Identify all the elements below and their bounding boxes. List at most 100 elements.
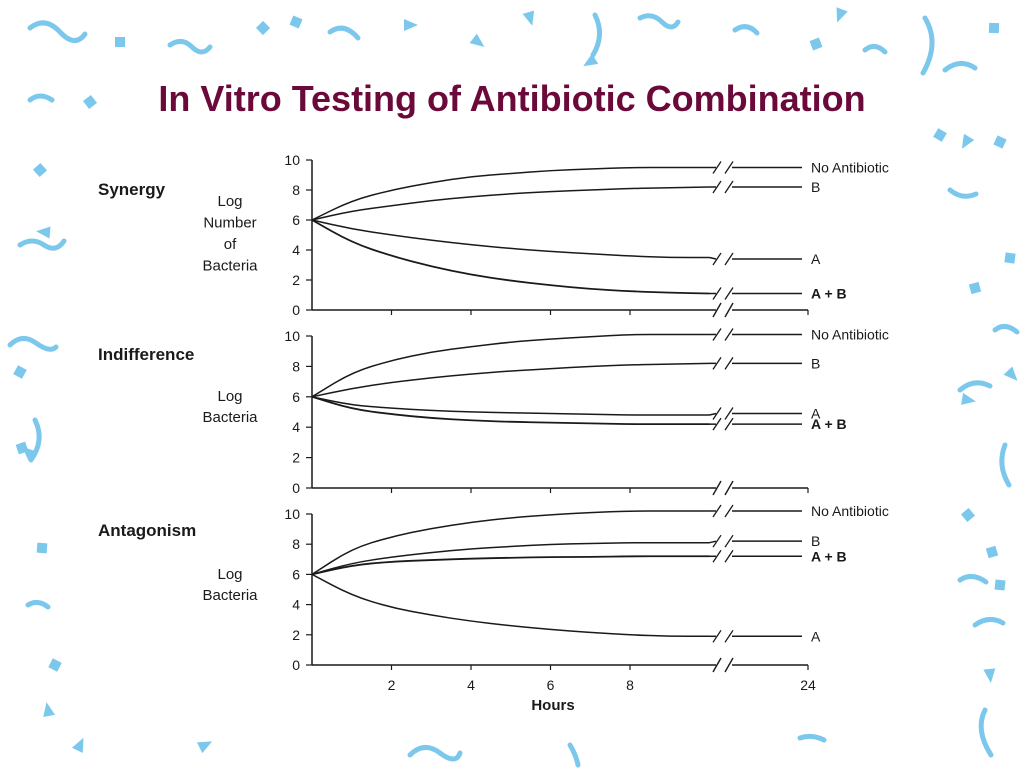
- series-line-a: [311, 219, 710, 259]
- series-line-no-antibiotic: [311, 333, 710, 398]
- y-tick-label: 2: [292, 272, 300, 288]
- series-line-b-connector: [709, 540, 717, 544]
- confetti-triangle: [469, 33, 485, 47]
- confetti-square: [13, 365, 27, 379]
- series-line-a: [311, 573, 710, 638]
- confetti-square: [933, 128, 947, 142]
- y-axis-label: Log: [217, 388, 242, 405]
- y-axis-label: Bacteria: [202, 587, 258, 604]
- y-tick-label: 10: [284, 506, 300, 522]
- y-tick-label: 4: [292, 242, 300, 258]
- slide-title: In Vitro Testing of Antibiotic Combinati…: [158, 78, 866, 119]
- series-label-a-b: A + B: [811, 286, 847, 302]
- y-tick-label: 8: [292, 358, 300, 374]
- confetti-square: [82, 94, 98, 110]
- x-tick-label: 4: [467, 677, 475, 693]
- series-line-a-connector: [709, 256, 717, 260]
- confetti-streamer: [999, 442, 1012, 488]
- y-tick-label: 2: [292, 450, 300, 466]
- confetti-triangle: [71, 737, 84, 754]
- confetti-square: [255, 20, 271, 36]
- y-tick-label: 2: [292, 627, 300, 643]
- panel-title: Indifference: [98, 345, 194, 364]
- series-break-mark: [712, 287, 734, 300]
- y-tick-label: 6: [292, 212, 300, 228]
- confetti-streamer: [637, 13, 681, 30]
- confetti-streamer: [407, 745, 463, 762]
- series-break-mark: [712, 504, 734, 518]
- confetti-streamer: [27, 20, 88, 43]
- y-axis-label: Log: [217, 566, 242, 583]
- y-tick-label: 0: [292, 657, 300, 673]
- confetti-triangle: [22, 446, 37, 461]
- series-break-mark: [712, 180, 734, 194]
- confetti-triangle: [36, 226, 51, 239]
- confetti-triangle: [1003, 366, 1018, 381]
- confetti-streamer: [947, 187, 979, 199]
- x-tick-label: 2: [388, 677, 396, 693]
- confetti-square: [1004, 252, 1016, 264]
- y-axis-label: of: [224, 236, 237, 253]
- y-tick-label: 6: [292, 566, 300, 582]
- confetti-square: [985, 545, 999, 559]
- series-label-no-antibiotic: No Antibiotic: [811, 160, 889, 176]
- confetti-streamer: [972, 617, 1006, 628]
- series-line-b: [311, 541, 710, 576]
- confetti-streamer: [567, 742, 581, 768]
- series-break-mark: [712, 252, 734, 266]
- series-line-no-antibiotic: [311, 510, 710, 576]
- confetti-square: [36, 542, 48, 554]
- confetti-square: [289, 15, 303, 29]
- series-line-b: [311, 362, 710, 398]
- confetti-streamer: [25, 599, 51, 610]
- confetti-square: [48, 658, 62, 672]
- series-break-mark: [712, 534, 734, 548]
- y-tick-label: 8: [292, 182, 300, 198]
- confetti-square: [993, 135, 1007, 149]
- series-break-mark: [712, 417, 734, 431]
- confetti-streamer: [590, 12, 602, 58]
- confetti-square: [968, 281, 982, 295]
- confetti-streamer: [992, 324, 1020, 335]
- confetti-triangle: [961, 133, 975, 149]
- confetti-streamer: [28, 417, 42, 463]
- panel-synergy: Synergy Log Number of Bacteria 0 2 4 6 8 10 No Anti…: [98, 152, 889, 318]
- series-line-a-b: [311, 395, 710, 426]
- confetti-streamer: [732, 24, 760, 36]
- confetti-triangle: [836, 7, 848, 23]
- confetti-streamer: [327, 25, 361, 41]
- y-tick-label: 8: [292, 536, 300, 552]
- confetti-triangle: [196, 741, 213, 754]
- y-axis-label: Log: [217, 193, 242, 210]
- confetti-streamer: [862, 44, 888, 55]
- series-break-mark: [712, 549, 734, 563]
- series-break-mark: [712, 161, 734, 174]
- confetti-triangle: [43, 702, 56, 718]
- x-tick-label: 24: [800, 677, 816, 693]
- series-label-no-antibiotic: No Antibiotic: [811, 326, 889, 342]
- y-tick-label: 6: [292, 389, 300, 405]
- series-label-a: A: [811, 406, 821, 422]
- x-tick-label: 6: [547, 677, 555, 693]
- series-line-a-b: [311, 219, 710, 295]
- series-label-no-antibiotic: No Antibiotic: [811, 503, 889, 519]
- confetti-streamer: [17, 238, 67, 251]
- confetti-triangle: [961, 393, 976, 405]
- confetti-square: [115, 37, 125, 47]
- panel-title: Synergy: [98, 180, 166, 199]
- confetti-square: [988, 22, 1000, 34]
- y-tick-label: 10: [284, 328, 300, 344]
- confetti-triangle: [522, 10, 535, 26]
- axis-break-mark: [712, 480, 734, 496]
- y-axis-label: Bacteria: [202, 409, 258, 426]
- confetti-streamer: [978, 707, 994, 758]
- series-break-mark: [712, 407, 734, 420]
- series-label-a-b: A + B: [811, 548, 847, 564]
- series-label-a-b: A + B: [811, 416, 847, 432]
- series-line-a-connector: [709, 412, 717, 416]
- panel-title: Antagonism: [98, 521, 196, 540]
- series-line-a: [311, 396, 710, 416]
